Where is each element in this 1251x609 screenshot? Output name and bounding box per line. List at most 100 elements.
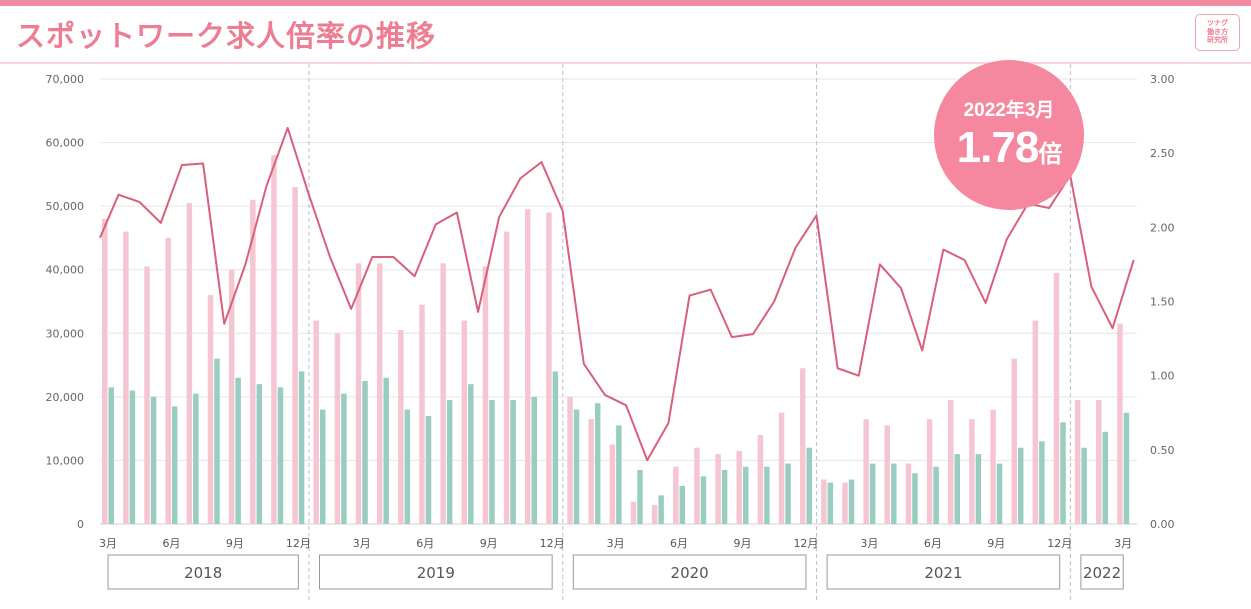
right-axis-tick-label: 1.50 <box>1150 296 1175 309</box>
right-axis-tick-label: 1.00 <box>1150 370 1175 383</box>
bar-pink <box>1117 323 1123 524</box>
logo-line: 研究所 <box>1207 36 1228 44</box>
bar-teal <box>806 447 812 524</box>
bar-teal <box>912 473 918 524</box>
bar-pink <box>630 501 637 524</box>
bar-teal <box>298 371 305 524</box>
month-label: 6月 <box>670 537 688 550</box>
bar-pink <box>1074 400 1081 524</box>
year-label: 2022 <box>1083 564 1121 582</box>
bar-pink <box>884 425 891 524</box>
bar-teal <box>446 400 453 524</box>
bar-pink <box>482 266 489 524</box>
right-axis-tick-label: 0.00 <box>1150 518 1175 531</box>
bar-pink <box>799 368 806 524</box>
month-label: 12月 <box>286 537 311 550</box>
left-axis-tick-label: 40,000 <box>46 264 85 277</box>
bar-teal <box>700 476 707 524</box>
right-axis-tick-label: 3.00 <box>1150 73 1175 86</box>
bar-pink <box>292 187 298 525</box>
bar-teal <box>277 387 284 524</box>
bar-teal <box>1060 422 1066 524</box>
bar-pink <box>1011 358 1017 524</box>
bar-teal <box>743 466 749 524</box>
year-label: 2021 <box>924 564 962 582</box>
latest-value-badge: 2022年3月 1.78倍 <box>934 60 1084 210</box>
bar-teal <box>489 400 495 524</box>
bar-teal <box>214 358 220 524</box>
left-axis-tick-label: 0 <box>77 518 84 531</box>
bar-pink <box>503 231 510 525</box>
bar-pink <box>567 396 573 524</box>
year-label: 2018 <box>184 564 222 582</box>
bar-pink <box>165 237 171 524</box>
right-axis-tick-label: 2.00 <box>1150 221 1175 234</box>
logo-line: 働き方 <box>1207 27 1228 36</box>
month-label: 9月 <box>987 537 1005 550</box>
bar-teal <box>891 463 897 524</box>
bar-teal <box>679 485 686 524</box>
page-title: スポットワーク求人倍率の推移 <box>16 19 437 53</box>
month-label: 3月 <box>1114 537 1132 550</box>
bar-teal <box>637 469 643 524</box>
bar-pink <box>715 454 721 524</box>
brand-logo: ツナグ 働き方 研究所 <box>1195 14 1240 51</box>
bar-pink <box>588 419 594 524</box>
bar-pink <box>905 463 912 524</box>
bar-teal <box>341 393 347 524</box>
bar-teal <box>171 406 178 524</box>
year-box <box>826 554 1061 590</box>
left-axis-tick-label: 30,000 <box>46 327 85 340</box>
month-label: 3月 <box>99 537 117 550</box>
bar-teal <box>1039 441 1045 524</box>
bar-teal <box>616 425 622 524</box>
bar-teal <box>721 469 728 524</box>
bar-teal <box>996 463 1003 524</box>
bar-teal <box>552 371 559 524</box>
left-axis-tick-label: 70,000 <box>46 73 85 86</box>
bar-teal <box>468 384 474 524</box>
bar-pink <box>461 320 468 524</box>
month-label: 3月 <box>607 537 625 550</box>
bar-teal <box>129 390 136 524</box>
bar-teal <box>848 479 855 524</box>
left-axis-tick-label: 50,000 <box>46 200 85 213</box>
bar-pink <box>271 155 277 525</box>
bar-pink <box>355 263 362 524</box>
month-label: 9月 <box>226 537 244 550</box>
bar-teal <box>150 396 157 524</box>
ratio-line <box>99 126 1135 462</box>
bar-teal <box>954 454 960 524</box>
badge-value: 1.78 <box>956 123 1040 172</box>
bar-teal <box>573 409 580 524</box>
bar-pink <box>948 400 954 524</box>
bar-teal <box>1123 412 1130 524</box>
bar-teal <box>827 482 834 524</box>
bar-pink <box>673 466 679 524</box>
badge-value-wrap: 1.78倍 <box>934 123 1084 173</box>
badge-date: 2022年3月 <box>963 100 1055 121</box>
bar-pink <box>1053 272 1060 524</box>
bar-teal <box>108 387 114 524</box>
bar-pink <box>778 412 785 524</box>
bar-teal <box>404 409 411 524</box>
bar-pink <box>123 231 129 525</box>
month-label: 9月 <box>734 537 752 550</box>
bar-teal <box>764 466 770 524</box>
bar-teal <box>658 495 664 524</box>
bar-teal <box>193 393 199 524</box>
month-label: 3月 <box>353 537 371 550</box>
month-label: 6月 <box>416 537 434 550</box>
month-label: 9月 <box>480 537 498 550</box>
bar-pink <box>525 209 531 525</box>
bar-teal <box>362 380 368 524</box>
bar-pink <box>757 435 764 524</box>
bar-pink <box>863 419 869 524</box>
month-label: 6月 <box>924 537 942 550</box>
month-label: 6月 <box>162 537 180 550</box>
left-axis-tick-label: 20,000 <box>46 391 85 404</box>
bar-pink <box>1096 400 1102 524</box>
month-label: 12月 <box>540 537 565 550</box>
bar-pink <box>334 333 341 524</box>
year-box <box>1080 554 1124 590</box>
